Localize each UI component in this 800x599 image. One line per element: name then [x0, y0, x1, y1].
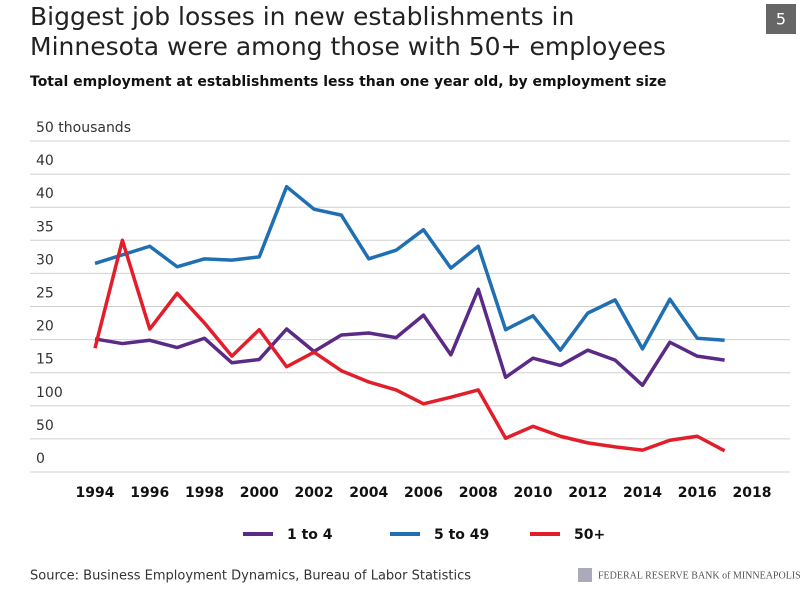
x-tick-label: 1996	[130, 485, 169, 501]
series-line	[93, 238, 726, 453]
y-tick-label: 40	[36, 186, 54, 202]
series-line	[94, 287, 725, 388]
x-tick-label: 2010	[514, 485, 553, 501]
x-tick-label: 1998	[185, 485, 224, 501]
y-tick-label: 50 thousands	[36, 120, 131, 136]
x-tick-label: 2004	[349, 485, 388, 501]
y-tick-label: 30	[36, 252, 54, 268]
series-line	[94, 184, 725, 352]
source: Source: Business Employment Dynamics, Bu…	[30, 569, 471, 584]
x-tick-label: 2000	[240, 485, 279, 501]
y-tick-label: 40	[36, 153, 54, 169]
y-tick-label: 0	[36, 451, 45, 467]
page-badge	[766, 4, 796, 34]
x-tick-label: 2012	[568, 485, 607, 501]
y-tick-label: 50	[36, 418, 54, 434]
chart-title: Minnesota were among those with 50+ empl…	[30, 32, 666, 61]
y-tick-label: 15	[36, 352, 54, 368]
x-tick-label: 2002	[295, 485, 334, 501]
legend-label: 5 to 49	[434, 527, 489, 543]
y-tick-label: 100	[36, 385, 63, 401]
y-tick-label: 35	[36, 219, 54, 235]
chart-title: Biggest job losses in new establishments…	[30, 2, 574, 31]
legend-label: 50+	[574, 527, 605, 543]
y-tick-label: 25	[36, 286, 54, 302]
chart-subtitle: Total employment at establishments less …	[30, 74, 667, 90]
x-tick-label: 2008	[459, 485, 498, 501]
logo-icon	[578, 568, 592, 582]
page-number: 5	[776, 10, 786, 29]
legend-label: 1 to 4	[287, 527, 333, 543]
x-tick-label: 2016	[678, 485, 717, 501]
x-tick-label: 2006	[404, 485, 443, 501]
y-tick-label: 20	[36, 319, 54, 335]
x-tick-label: 2018	[733, 485, 772, 501]
x-tick-label: 1994	[76, 485, 115, 501]
logo: FEDERAL RESERVE BANK of MINNEAPOLIS	[598, 570, 800, 581]
x-tick-label: 2014	[623, 485, 662, 501]
